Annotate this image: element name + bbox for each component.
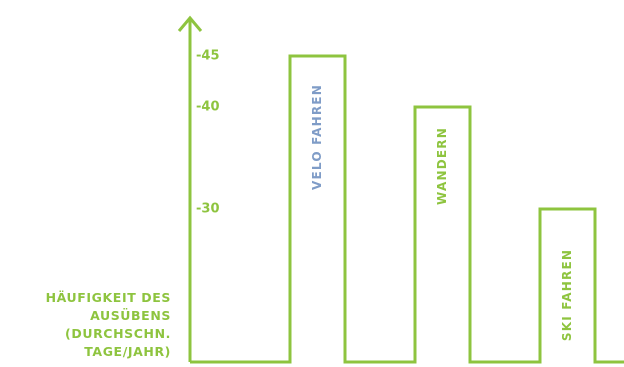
y-tick-label: -30 — [196, 202, 220, 217]
y-axis-label: HÄUFIGKEIT DES AUSÜBENS (DURCHSCHN. TAGE… — [46, 289, 171, 361]
y-axis-label-line: (DURCHSCHN. — [65, 326, 171, 341]
y-axis-label-line: TAGE/JAHR) — [84, 344, 171, 359]
y-axis-label-line: AUSÜBENS — [90, 308, 171, 323]
bar-label: VELO FAHREN — [310, 84, 324, 190]
y-axis-label-line: HÄUFIGKEIT DES — [45, 290, 171, 305]
bars — [190, 54, 624, 364]
y-axis-arrow-icon — [177, 15, 203, 32]
y-tick-label: -40 — [196, 100, 220, 115]
bar-label: SKI FAHREN — [560, 249, 574, 341]
bar-labels: VELO FAHREN WANDERN SKI FAHREN — [310, 84, 574, 341]
y-axis — [177, 15, 203, 362]
y-tick-label: -45 — [196, 49, 220, 64]
y-ticks: -45 -40 -30 — [196, 49, 220, 217]
bar-label: WANDERN — [435, 127, 449, 205]
bars-outline — [190, 54, 624, 364]
